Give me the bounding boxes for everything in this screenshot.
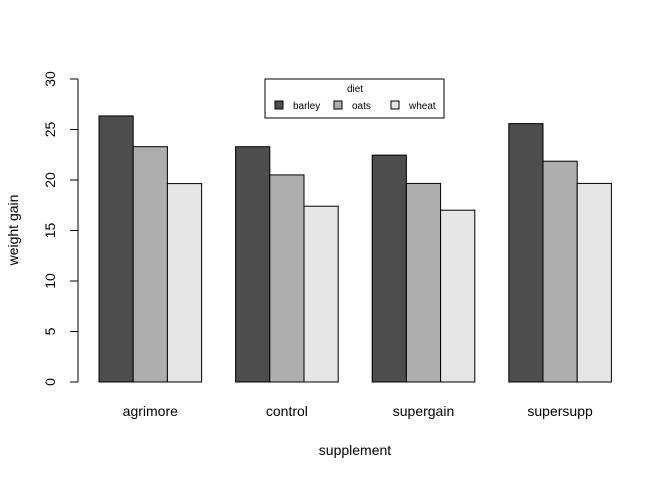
y-tick-label: 25 [42, 122, 58, 138]
y-tick-label: 20 [42, 172, 58, 188]
bars-group [98, 115, 612, 383]
legend-box [264, 78, 445, 119]
legend-title: diet [347, 84, 363, 95]
y-tick-label: 5 [42, 327, 58, 335]
bar-supergain-wheat [440, 209, 476, 383]
y-tick-label: 10 [42, 273, 58, 289]
y-axis-title: weight gain [5, 195, 21, 267]
bar-agrimore-oats [132, 146, 168, 383]
x-tick-label: control [266, 403, 308, 419]
legend-swatch-wheat [390, 100, 400, 110]
bar-control-wheat [303, 205, 339, 383]
legend-swatch-barley [274, 100, 284, 110]
x-axis-labels: agrimore control supergain supersupp [123, 403, 593, 419]
bar-supersupp-oats [542, 160, 578, 383]
y-tick-label: 30 [42, 71, 58, 87]
bar-agrimore-wheat [166, 183, 203, 383]
bar-supergain-oats [405, 182, 442, 383]
bar-agrimore-barley [98, 115, 134, 383]
y-axis: 0 5 10 15 20 25 30 [42, 71, 79, 386]
y-tick-label: 0 [42, 378, 58, 386]
legend-label-wheat: wheat [408, 101, 436, 112]
bar-supersupp-barley [508, 123, 544, 383]
legend-swatch-oats [333, 100, 343, 110]
y-tick-label: 15 [42, 223, 58, 239]
x-tick-label: supergain [393, 403, 455, 419]
legend: diet barley oats wheat [264, 78, 445, 119]
legend-label-oats: oats [352, 101, 371, 112]
bar-control-barley [235, 146, 271, 383]
x-tick-label: agrimore [123, 403, 178, 419]
bar-supersupp-wheat [576, 182, 612, 383]
bar-control-oats [269, 174, 305, 383]
x-axis-title: supplement [319, 442, 391, 458]
legend-label-barley: barley [293, 101, 320, 112]
x-tick-label: supersupp [527, 403, 593, 419]
bar-supergain-barley [371, 154, 407, 383]
